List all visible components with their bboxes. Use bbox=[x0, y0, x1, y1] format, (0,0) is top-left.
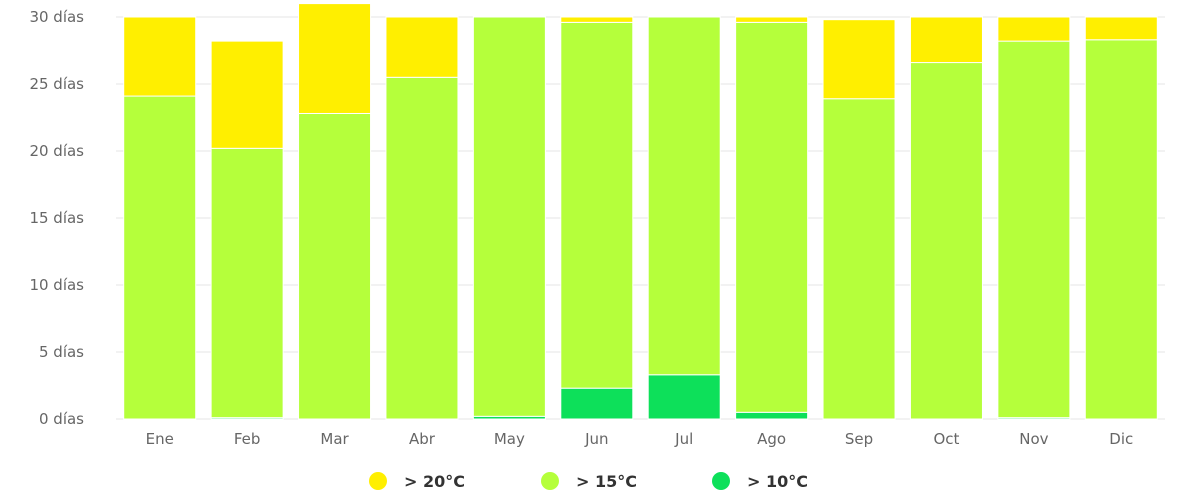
grid bbox=[116, 16, 1165, 420]
y-tick-label: 0 días bbox=[39, 410, 84, 428]
x-tick-label: Ene bbox=[146, 430, 174, 448]
y-tick-label: 10 días bbox=[29, 276, 84, 294]
bar-segment[interactable] bbox=[909, 62, 983, 420]
x-tick-label: Jul bbox=[674, 430, 693, 448]
y-tick-label: 15 días bbox=[29, 209, 84, 227]
x-tick-label: Mar bbox=[320, 430, 349, 448]
legend-item[interactable]: > 10°C bbox=[712, 472, 808, 491]
legend-item[interactable]: > 20°C bbox=[369, 472, 465, 491]
legend-marker bbox=[541, 472, 559, 490]
legend-marker bbox=[712, 472, 730, 490]
x-tick-label: May bbox=[494, 430, 525, 448]
bar-segment[interactable] bbox=[385, 16, 459, 78]
bar-segment[interactable] bbox=[909, 16, 983, 64]
y-tick-label: 30 días bbox=[29, 8, 84, 26]
bar-segment[interactable] bbox=[735, 16, 809, 23]
bar-segment[interactable] bbox=[123, 95, 197, 420]
bar-segment[interactable] bbox=[123, 16, 197, 97]
y-tick-label: 5 días bbox=[39, 343, 84, 361]
x-tick-label: Dic bbox=[1109, 430, 1133, 448]
x-axis: Ene Feb Mar Abr May Jun Jul Ago Sep Oct Nov Dic bbox=[146, 430, 1134, 448]
x-tick-label: Jun bbox=[584, 430, 608, 448]
y-tick-label: 25 días bbox=[29, 75, 84, 93]
x-tick-label: Oct bbox=[933, 430, 959, 448]
legend-label: > 10°C bbox=[747, 472, 808, 491]
x-tick-label: Abr bbox=[409, 430, 436, 448]
legend-label: > 20°C bbox=[404, 472, 465, 491]
bar-segment[interactable] bbox=[735, 411, 809, 420]
legend-item[interactable]: > 15°C bbox=[541, 472, 637, 491]
bar-segment[interactable] bbox=[997, 16, 1071, 42]
bar-segment[interactable] bbox=[822, 98, 896, 420]
bar-segment[interactable] bbox=[997, 40, 1071, 419]
bar-segment[interactable] bbox=[735, 21, 809, 413]
bar-segment[interactable] bbox=[560, 16, 634, 23]
legend-marker bbox=[369, 472, 387, 490]
legend[interactable]: > 20°C > 15°C > 10°C bbox=[369, 472, 808, 491]
bar-segment[interactable] bbox=[385, 76, 459, 420]
bar-segment[interactable] bbox=[647, 374, 721, 420]
bar-segment[interactable] bbox=[298, 112, 372, 420]
bar-segment[interactable] bbox=[298, 3, 372, 114]
x-tick-label: Sep bbox=[845, 430, 873, 448]
bar-segment[interactable] bbox=[1084, 39, 1158, 420]
bar-segment[interactable] bbox=[472, 16, 546, 417]
y-axis: 0 días 5 días 10 días 15 días 20 días 25 días… bbox=[29, 8, 84, 428]
bar-segment[interactable] bbox=[560, 387, 634, 420]
x-tick-label: Feb bbox=[234, 430, 261, 448]
y-tick-label: 20 días bbox=[29, 142, 84, 160]
x-tick-label: Ago bbox=[757, 430, 786, 448]
x-tick-label: Nov bbox=[1019, 430, 1048, 448]
bar-segment[interactable] bbox=[210, 147, 284, 419]
legend-label: > 15°C bbox=[576, 472, 637, 491]
bar-segment[interactable] bbox=[210, 40, 284, 149]
bar-segment[interactable] bbox=[822, 19, 896, 100]
bar-segment[interactable] bbox=[560, 21, 634, 389]
bars bbox=[123, 3, 1158, 420]
bar-segment[interactable] bbox=[1084, 16, 1158, 41]
bar-segment[interactable] bbox=[647, 16, 721, 376]
